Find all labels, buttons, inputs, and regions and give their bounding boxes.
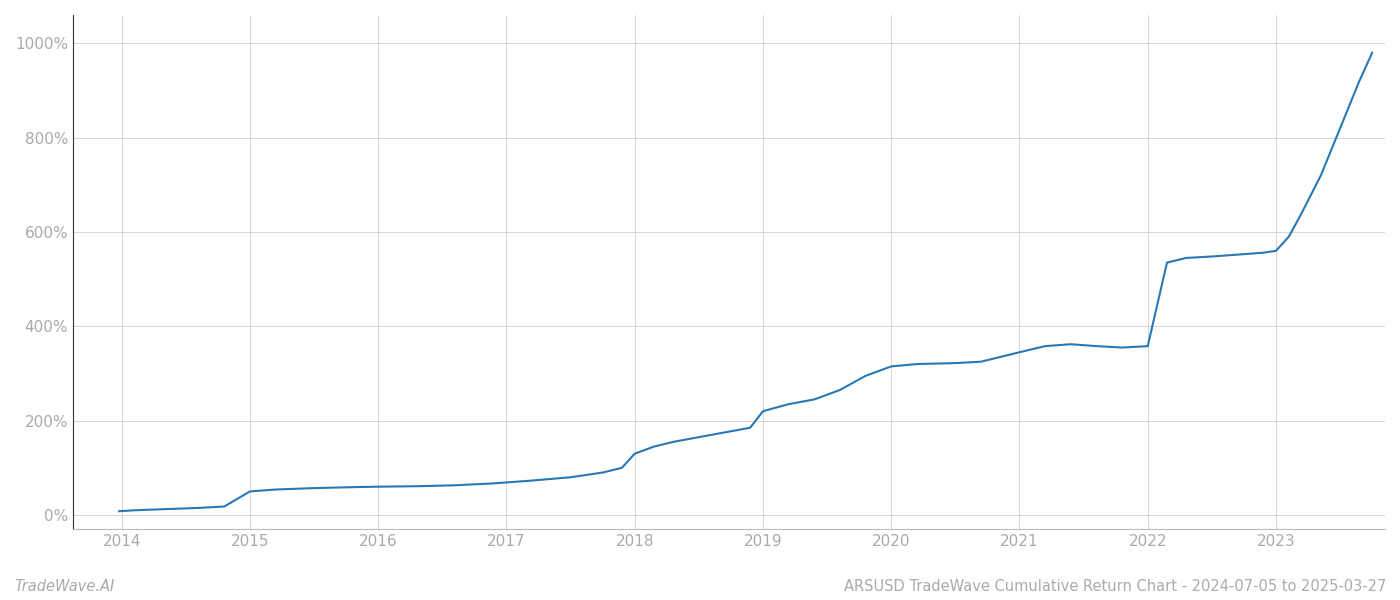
Text: TradeWave.AI: TradeWave.AI [14,579,115,594]
Text: ARSUSD TradeWave Cumulative Return Chart - 2024-07-05 to 2025-03-27: ARSUSD TradeWave Cumulative Return Chart… [844,579,1386,594]
